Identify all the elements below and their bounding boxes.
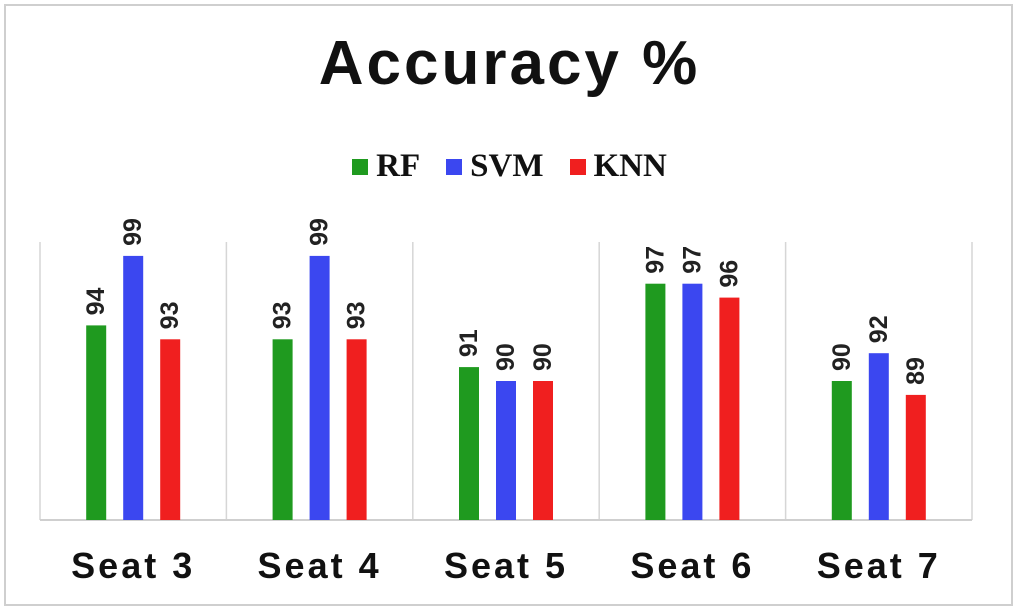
bar-rf-3: [645, 283, 666, 520]
bar-svm-2: [496, 381, 516, 520]
bar-knn-2: [533, 381, 553, 520]
bar-rf-0: [86, 325, 107, 520]
data-label-rf-2: 91: [455, 329, 483, 357]
legend-swatch-knn: [569, 158, 586, 175]
x-tick-label-1: Seat 4: [258, 545, 382, 586]
legend-label-svm: SVM: [470, 148, 544, 184]
legend-swatch-rf: [352, 158, 369, 175]
data-label-knn-4: 89: [902, 357, 930, 385]
data-label-svm-4: 92: [865, 315, 893, 343]
bar-rf-4: [831, 381, 852, 520]
data-label-knn-3: 96: [715, 260, 743, 288]
data-label-svm-1: 99: [306, 218, 334, 246]
bar-knn-1: [346, 339, 367, 520]
legend-swatch-svm: [446, 158, 463, 175]
bar-knn-3: [719, 297, 740, 520]
data-label-svm-3: 97: [678, 246, 706, 274]
x-tick-label-3: Seat 6: [630, 545, 754, 586]
bar-svm-1: [309, 255, 330, 520]
legend: RF SVM KNN: [0, 148, 1019, 185]
bar-knn-0: [160, 339, 181, 520]
data-label-rf-4: 90: [828, 343, 856, 371]
bar-svm-4: [868, 353, 889, 520]
data-label-svm-0: 99: [119, 218, 147, 246]
data-label-rf-0: 94: [82, 287, 110, 315]
x-tick-label-2: Seat 5: [444, 545, 568, 586]
bar-rf-2: [459, 367, 479, 520]
bar-rf-1: [272, 339, 293, 520]
data-label-rf-3: 97: [641, 246, 669, 274]
legend-label-rf: RF: [376, 148, 421, 184]
bar-knn-4: [905, 394, 926, 520]
data-label-svm-2: 90: [492, 343, 520, 371]
bar-svm-0: [123, 255, 144, 520]
legend-item-svm: SVM: [446, 148, 544, 185]
chart-title: Accuracy %: [318, 29, 701, 98]
bar-svm-3: [682, 283, 703, 520]
x-tick-label-0: Seat 3: [71, 545, 195, 586]
legend-label-knn: KNN: [593, 148, 667, 184]
data-label-knn-2: 90: [529, 343, 557, 371]
legend-item-rf: RF: [352, 148, 420, 185]
data-label-rf-1: 93: [269, 301, 297, 329]
legend-item-knn: KNN: [569, 148, 667, 185]
x-tick-label-4: Seat 7: [817, 545, 941, 586]
data-label-knn-0: 93: [156, 301, 184, 329]
data-label-knn-1: 93: [343, 301, 371, 329]
